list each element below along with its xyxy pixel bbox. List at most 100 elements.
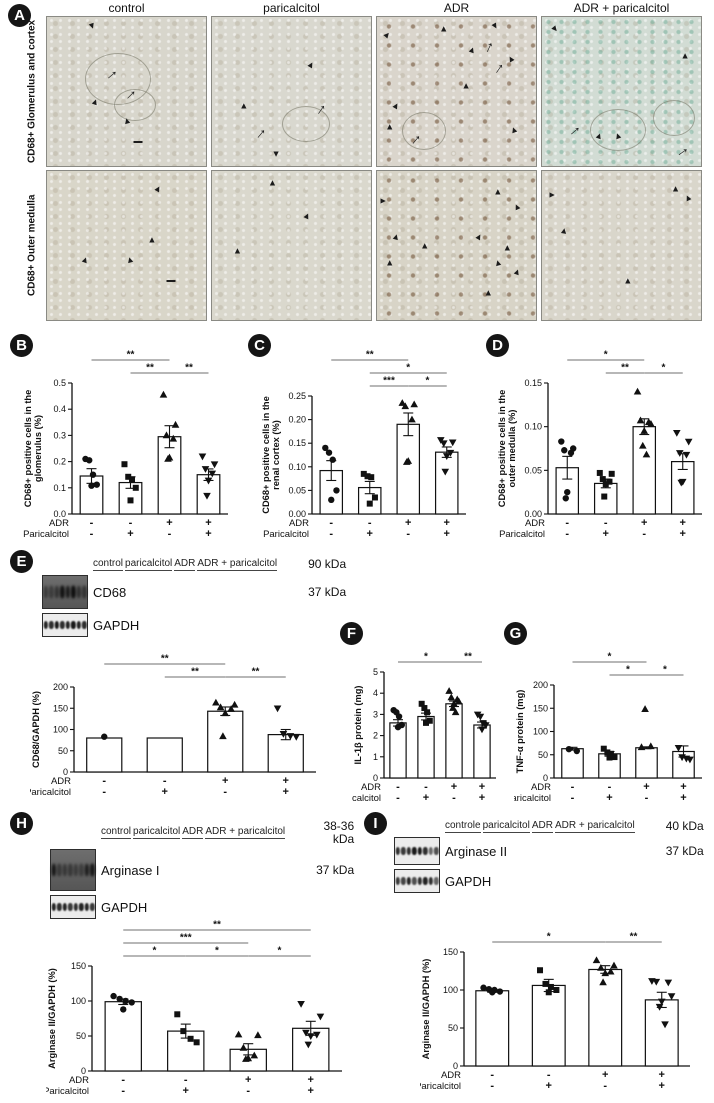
molecular-weight-label: 38-36 kDa xyxy=(323,819,355,846)
scatter-point xyxy=(329,456,336,463)
y-tick-label: 3 xyxy=(373,709,378,719)
arrowhead-icon: ▲ xyxy=(147,234,157,245)
blot-strip xyxy=(394,869,440,893)
blot-lane-label: control xyxy=(101,826,132,840)
arrowhead-icon: ▲ xyxy=(507,123,520,136)
row-label-glomerulus-cortex: CD68+ Glomerulus and cortex xyxy=(26,19,38,164)
scatter-point xyxy=(93,481,100,488)
arrowhead-icon: ▲ xyxy=(267,177,277,188)
arrowhead-icon: ▲ xyxy=(492,256,504,269)
scatter-point xyxy=(273,705,282,713)
scatter-point xyxy=(174,1011,181,1018)
blot-band xyxy=(428,847,433,855)
significance-label: * xyxy=(547,932,551,943)
panel-f-badge: F xyxy=(340,622,363,645)
scatter-point xyxy=(496,988,504,995)
chart-bar xyxy=(632,426,657,515)
row-label-outer-medulla: CD68+ Outer medulla xyxy=(26,194,38,297)
significance-label: *** xyxy=(180,933,192,944)
scatter-point xyxy=(250,1051,259,1059)
scatter-point xyxy=(633,387,642,395)
treatment-sign: + xyxy=(444,528,450,540)
scatter-point xyxy=(234,1030,243,1038)
arrowhead-icon: ▲ xyxy=(681,190,695,204)
scatter-point xyxy=(227,705,235,712)
treatment-row-label: ADR xyxy=(69,1075,89,1086)
blot-strip xyxy=(50,849,96,892)
y-tick-label: 0.00 xyxy=(524,509,542,519)
scatter-point xyxy=(204,477,213,485)
treatment-sign: - xyxy=(121,1085,125,1097)
scatter-point xyxy=(451,708,460,716)
y-axis-title: CD68+ positive cells in the xyxy=(23,390,33,508)
panel-a-badge: A xyxy=(8,4,31,27)
blot-band xyxy=(417,847,422,855)
scatter-point xyxy=(360,470,367,477)
blot-band xyxy=(76,621,81,629)
scatter-point xyxy=(675,450,684,457)
y-tick-label: 0 xyxy=(81,1066,86,1076)
treatment-sign: + xyxy=(183,1085,189,1097)
blot-band xyxy=(62,903,67,912)
scatter-point xyxy=(333,487,340,494)
arrowhead-icon: ▲ xyxy=(304,57,318,71)
scatter-point xyxy=(219,732,227,740)
blot-band xyxy=(62,863,67,877)
blot-lane-label: paricalcitol xyxy=(133,826,181,840)
treatment-sign: - xyxy=(396,792,400,804)
arrowhead-icon: ▲ xyxy=(152,181,165,196)
scatter-point xyxy=(674,744,683,752)
treatment-sign: - xyxy=(121,1074,125,1086)
scatter-point xyxy=(596,469,603,476)
treatment-sign: - xyxy=(329,517,333,529)
treatment-row-label: ADR xyxy=(51,776,71,787)
treatment-sign: + xyxy=(680,792,686,804)
scatter-point xyxy=(180,1028,187,1035)
chart-D: 0.00 0.05 0.10 0.15 CD68+ positive cells in … xyxy=(497,350,702,540)
scatter-point xyxy=(212,698,220,706)
chart-bar xyxy=(207,710,244,773)
blot-lane-label: paricalcitol xyxy=(125,558,173,571)
micrograph-tile: ▲ ▲ → → ▲ xyxy=(211,16,372,167)
scatter-point xyxy=(455,697,463,705)
scatter-point xyxy=(402,458,411,465)
treatment-sign: - xyxy=(163,775,167,787)
scatter-point xyxy=(426,717,433,724)
scatter-point xyxy=(423,719,429,726)
scatter-point xyxy=(162,431,171,439)
y-tick-label: 0 xyxy=(543,773,548,783)
y-axis-title: renal cortex (%) xyxy=(271,420,281,490)
scatter-point xyxy=(449,704,457,711)
y-tick-label: 0.10 xyxy=(288,462,306,472)
blot-strip xyxy=(394,837,440,865)
blot-band xyxy=(68,903,73,912)
scatter-point xyxy=(637,743,646,751)
scatter-point xyxy=(371,494,378,501)
column-label-adr-paricalcitol: ADR + paricalcitol xyxy=(573,1,670,15)
significance-label: * xyxy=(406,363,410,374)
scatter-point xyxy=(611,754,618,761)
treatment-sign: + xyxy=(444,517,450,529)
treatment-sign: - xyxy=(547,1069,551,1081)
treatment-row-label: Paricalcitol xyxy=(352,793,381,804)
blot-band xyxy=(49,585,54,599)
treatment-sign: + xyxy=(451,781,457,793)
y-tick-label: 0.05 xyxy=(288,485,306,495)
scatter-point xyxy=(601,969,610,977)
y-axis-title: Arginase II/GAPDH (%) xyxy=(47,968,57,1069)
scatter-point xyxy=(672,429,681,437)
glomerulus-outline xyxy=(281,106,330,143)
treatment-sign: + xyxy=(127,528,133,540)
significance-label: ** xyxy=(630,932,638,943)
blot-band xyxy=(49,621,54,629)
micrograph-tile: ▲ ▲ ▲ → → ▲ xyxy=(541,16,702,167)
blot-lane-label: ADR + paricalcitol xyxy=(197,558,278,571)
treatment-sign: + xyxy=(641,517,647,529)
arrowhead-icon: ▲ xyxy=(301,208,314,222)
chart-bar xyxy=(389,722,407,779)
scatter-point xyxy=(368,474,375,481)
blot-band xyxy=(71,585,76,599)
scatter-point xyxy=(316,1013,325,1021)
y-tick-label: 0.0 xyxy=(53,509,66,519)
